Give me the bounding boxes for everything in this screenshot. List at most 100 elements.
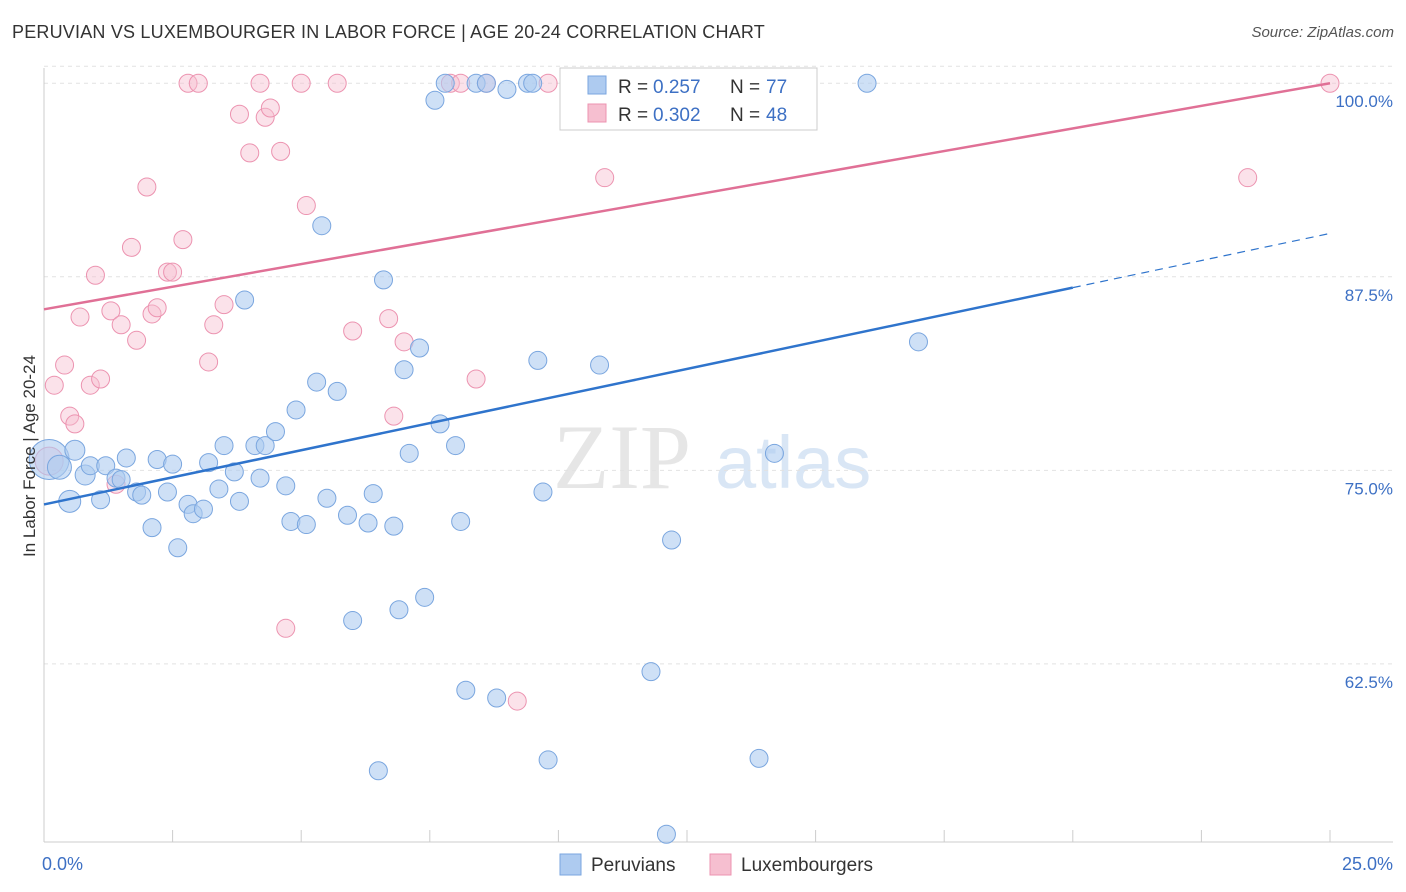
peruvians-point-45 xyxy=(384,516,404,536)
peruvians-point-50 xyxy=(415,587,435,607)
luxembourgers-trend-line xyxy=(43,81,1331,311)
peruvians-point-16 xyxy=(163,454,183,474)
peruvians-point-17 xyxy=(168,538,188,558)
luxembourgers-point-18 xyxy=(163,262,183,282)
bottom-swatch-peruvians[interactable] xyxy=(559,853,582,876)
peruvians-point-76 xyxy=(476,73,496,93)
luxembourgers-point-35 xyxy=(343,321,363,341)
watermark-atlas: atlas xyxy=(715,421,871,504)
legend-swatch-luxembourgers xyxy=(587,103,607,123)
peruvians-point-22 xyxy=(209,479,229,499)
legend-n-label-1: N = xyxy=(730,77,760,98)
peruvians-point-44 xyxy=(374,270,394,290)
luxembourgers-points xyxy=(34,73,1340,711)
luxembourgers-point-29 xyxy=(260,98,280,118)
peruvians-point-66 xyxy=(656,824,676,844)
peruvians-point-26 xyxy=(235,290,255,310)
luxembourgers-point-45 xyxy=(595,168,615,188)
peruvians-point-13 xyxy=(142,518,162,538)
peruvians-point-65 xyxy=(641,662,661,682)
bottom-legend-peruvians[interactable]: Peruvians xyxy=(591,855,676,876)
peruvians-point-55 xyxy=(451,511,471,531)
peruvians-trend-extension xyxy=(1072,232,1331,289)
peruvians-point-70 xyxy=(764,443,784,463)
luxembourgers-point-33 xyxy=(296,196,316,216)
legend-n-value-luxembourgers: 48 xyxy=(766,105,787,126)
peruvians-point-73 xyxy=(857,73,877,93)
trend-lines xyxy=(43,81,1331,506)
bottom-swatch-luxembourgers[interactable] xyxy=(709,853,732,876)
chart-title: PERUVIAN VS LUXEMBOURGER IN LABOR FORCE … xyxy=(12,22,765,42)
peruvians-point-67 xyxy=(662,530,682,550)
peruvians-point-34 xyxy=(296,515,316,535)
legend-r-value-luxembourgers: 0.302 xyxy=(653,105,701,126)
peruvians-point-41 xyxy=(358,513,378,533)
peruvians-point-36 xyxy=(312,216,332,236)
luxembourgers-point-5 xyxy=(70,307,90,327)
luxembourgers-point-9 xyxy=(101,301,121,321)
luxembourgers-point-25 xyxy=(229,104,249,124)
peruvians-point-40 xyxy=(343,611,363,631)
luxembourgers-point-31 xyxy=(276,618,296,638)
peruvians-point-29 xyxy=(255,436,275,456)
legend-r-label-1: R = xyxy=(618,77,648,98)
peruvians-point-15 xyxy=(157,482,177,502)
luxembourgers-point-23 xyxy=(204,315,224,335)
peruvians-point-33 xyxy=(286,400,306,420)
peruvians-point-59 xyxy=(497,79,517,99)
stats-legend: R = 0.257 N = 77 R = 0.302 N = 48 xyxy=(559,67,818,131)
peruvians-point-23 xyxy=(214,436,234,456)
source-label: Source: ZipAtlas.com xyxy=(1251,24,1394,41)
luxembourgers-point-26 xyxy=(240,143,260,163)
peruvians-point-51 xyxy=(425,90,445,110)
legend-swatch-peruvians xyxy=(587,75,607,95)
luxembourgers-point-11 xyxy=(111,315,131,335)
peruvians-point-32 xyxy=(281,511,301,531)
peruvians-point-52 xyxy=(430,414,450,434)
peruvians-point-3 xyxy=(64,439,86,461)
luxembourgers-point-36 xyxy=(379,309,399,329)
luxembourgers-point-21 xyxy=(188,73,208,93)
peruvians-point-39 xyxy=(337,505,357,525)
luxembourgers-point-27 xyxy=(250,73,270,93)
luxembourgers-point-15 xyxy=(142,304,162,324)
peruvians-point-62 xyxy=(533,482,553,502)
y-tick-labels: 62.5% 75.0% 87.5% 100.0% xyxy=(1335,92,1393,692)
legend-r-value-peruvians: 0.257 xyxy=(653,77,701,98)
peruvians-point-12 xyxy=(132,485,152,505)
luxembourgers-point-46 xyxy=(1238,168,1258,188)
peruvians-point-43 xyxy=(368,761,388,781)
peruvians-point-31 xyxy=(276,476,296,496)
peruvians-point-53 xyxy=(435,73,455,93)
peruvians-point-24 xyxy=(224,462,244,482)
peruvians-point-21 xyxy=(199,453,219,473)
peruvians-point-74 xyxy=(908,332,928,352)
peruvians-point-38 xyxy=(327,381,347,401)
peruvians-point-56 xyxy=(456,680,476,700)
luxembourgers-point-8 xyxy=(91,369,111,389)
luxembourgers-point-16 xyxy=(147,298,167,318)
luxembourgers-point-28 xyxy=(255,107,275,127)
luxembourgers-point-19 xyxy=(173,230,193,250)
legend-n-value-peruvians: 77 xyxy=(766,77,787,98)
luxembourgers-point-30 xyxy=(271,141,291,161)
peruvians-point-47 xyxy=(394,360,414,380)
peruvians-point-42 xyxy=(363,484,383,504)
peruvians-point-63 xyxy=(538,750,558,770)
luxembourgers-point-20 xyxy=(178,73,198,93)
peruvians-point-37 xyxy=(317,488,337,508)
peruvians-point-1 xyxy=(46,454,72,480)
legend-n-label-2: N = xyxy=(730,105,760,126)
bottom-legend-luxembourgers[interactable]: Luxembourgers xyxy=(741,855,873,876)
luxembourgers-point-17 xyxy=(157,262,177,282)
x-tick-label-min: 0.0% xyxy=(42,854,83,874)
peruvians-point-28 xyxy=(250,468,270,488)
x-tick-label-max: 25.0% xyxy=(1342,854,1393,874)
peruvians-point-7 xyxy=(96,456,116,476)
luxembourgers-point-14 xyxy=(137,177,157,197)
peruvians-point-30 xyxy=(265,422,285,442)
peruvians-point-49 xyxy=(410,338,430,358)
luxembourgers-point-2 xyxy=(55,355,75,375)
luxembourgers-point-12 xyxy=(121,237,141,257)
